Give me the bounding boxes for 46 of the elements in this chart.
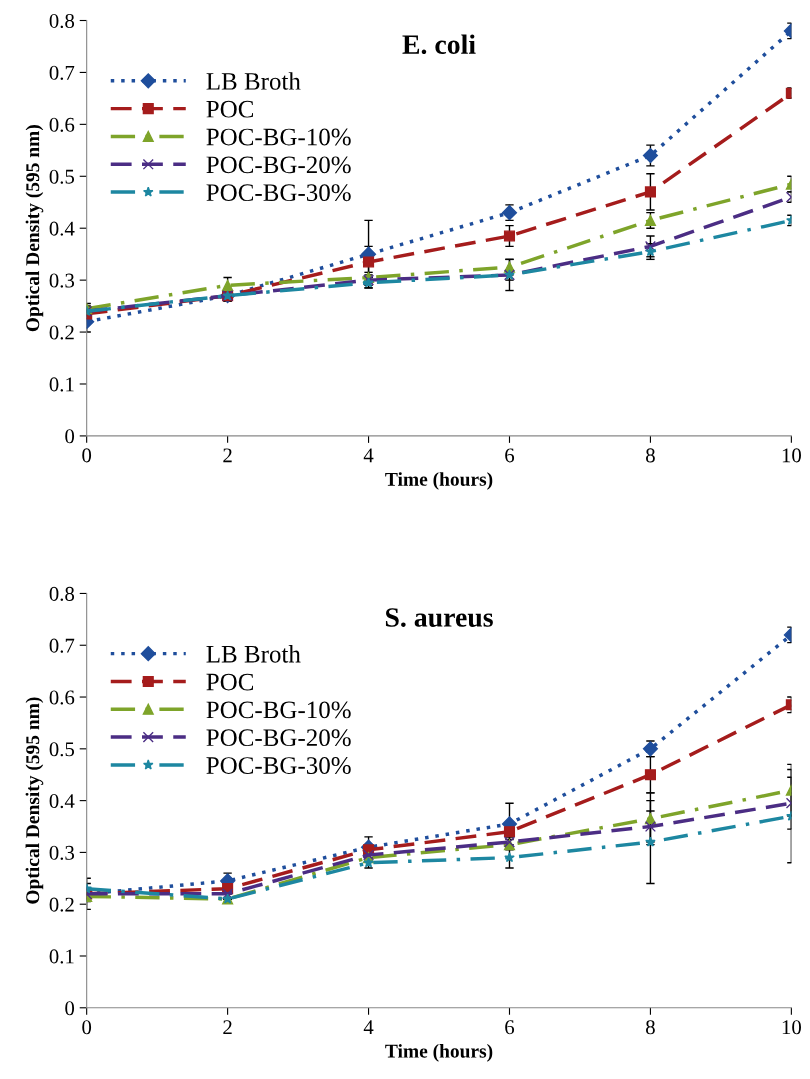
legend-label: POC-BG-10% [206,128,351,146]
legend-label: POC-BG-10% [206,701,351,719]
y-tick-label: 0.1 [49,949,74,964]
x-axis-title: Time (hours) [385,472,493,490]
x-tick-label: 2 [223,448,232,463]
y-tick-label: 0.7 [49,638,75,653]
y-tick-label: 0 [65,1001,75,1016]
y-tick-label: 0.4 [49,221,75,236]
y-tick-label: 0.2 [49,897,74,912]
x-tick-label: 0 [82,448,92,463]
y-tick-label: 0.5 [49,742,75,757]
y-tick-label: 0.5 [49,169,75,184]
y-axis-title: Optical Density (595 nm) [25,125,44,332]
y-axis-title: Optical Density (595 nm) [25,697,44,904]
y-tick-label: 0.6 [49,690,75,705]
x-tick-label: 6 [505,1020,515,1035]
legend-label: LB Broth [206,645,301,663]
legend-label: POC-BG-30% [206,184,351,202]
y-tick-label: 0.8 [49,586,75,601]
x-tick-label: 10 [782,448,801,463]
legend-label: POC [206,673,254,691]
legend-label: POC-BG-30% [206,757,351,775]
chart-title: E. coli [402,34,476,55]
y-tick-label: 0.2 [49,325,74,340]
x-tick-label: 8 [646,1020,655,1035]
y-tick-label: 0.1 [49,377,74,392]
x-tick-label: 8 [646,448,655,463]
y-tick-label: 0.4 [49,793,75,809]
y-tick-label: 0.7 [49,65,75,80]
y-tick-label: 0.3 [49,273,75,288]
y-tick-label: 0.6 [49,117,75,132]
legend-label: POC-BG-20% [206,156,351,174]
legend-label: POC-BG-20% [206,729,351,747]
y-tick-label: 0 [65,429,75,444]
x-tick-label: 2 [223,1020,232,1035]
x-tick-label: 6 [505,448,515,463]
y-tick-label: 0.8 [49,13,75,29]
legend-label: LB Broth [206,72,301,90]
x-tick-label: 4 [363,448,374,463]
x-tick-label: 10 [782,1020,801,1035]
y-tick-label: 0.3 [49,845,75,860]
chart-title: S. aureus [385,608,493,627]
x-tick-label: 0 [82,1020,92,1035]
x-tick-label: 4 [363,1020,374,1035]
legend-label: POC [206,100,254,118]
x-axis-title: Time (hours) [385,1044,493,1062]
